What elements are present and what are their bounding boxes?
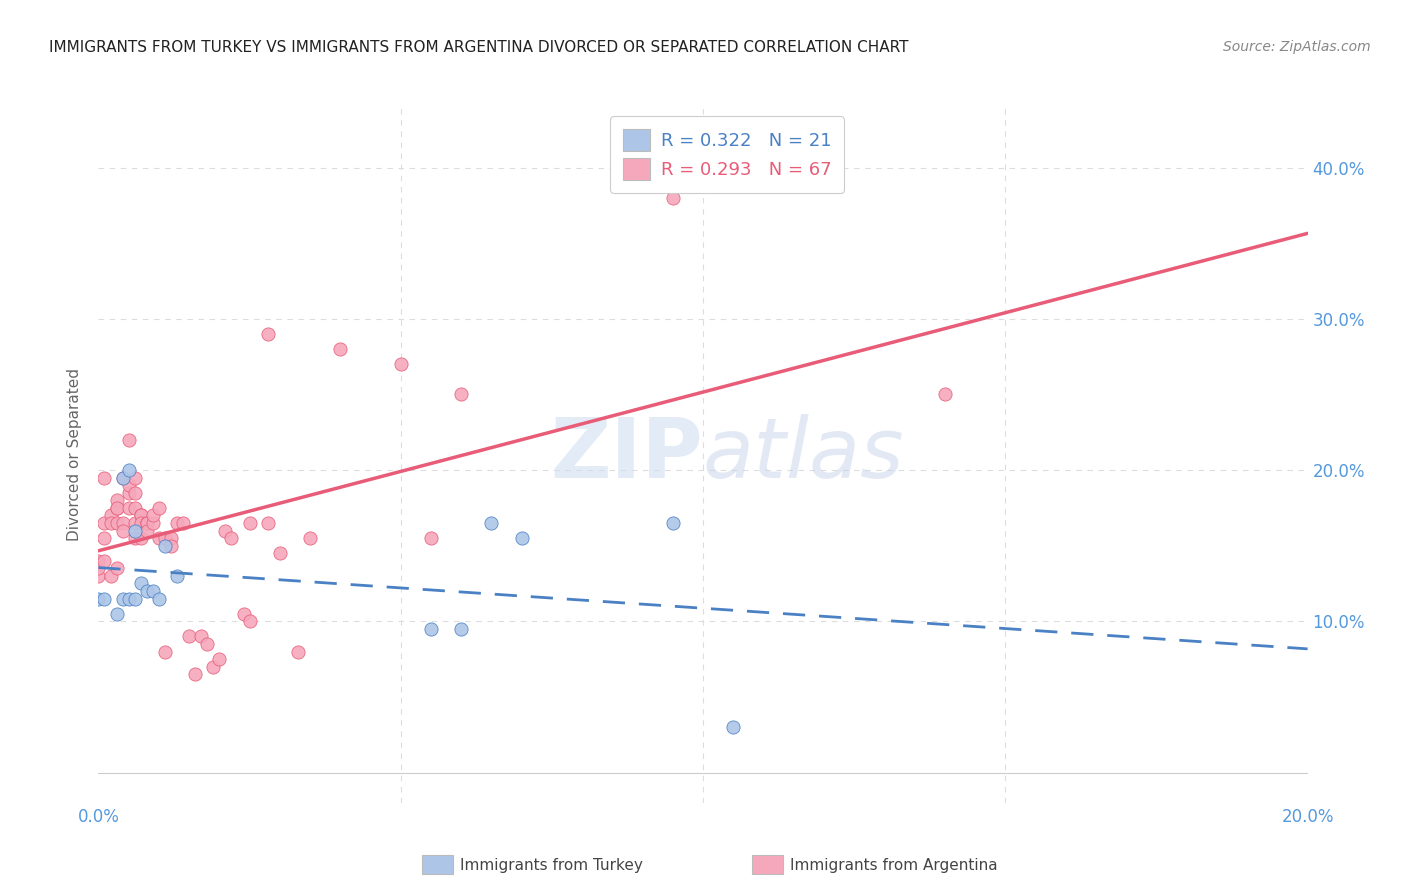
Point — [166, 569, 188, 583]
Text: Source: ZipAtlas.com: Source: ZipAtlas.com — [1223, 40, 1371, 54]
Point — [148, 591, 170, 606]
Point — [118, 433, 141, 447]
Point — [269, 546, 291, 560]
Point — [118, 485, 141, 500]
Point — [87, 591, 110, 606]
Point — [105, 561, 128, 575]
Point — [87, 561, 110, 575]
Point — [111, 524, 134, 538]
Text: IMMIGRANTS FROM TURKEY VS IMMIGRANTS FROM ARGENTINA DIVORCED OR SEPARATED CORREL: IMMIGRANTS FROM TURKEY VS IMMIGRANTS FRO… — [49, 40, 908, 55]
Point — [129, 531, 152, 545]
Point — [124, 531, 146, 545]
Point — [153, 531, 176, 545]
Point — [93, 531, 115, 545]
Text: atlas: atlas — [703, 415, 904, 495]
Point — [135, 516, 157, 530]
Point — [142, 508, 165, 523]
Point — [87, 569, 110, 583]
Point — [450, 387, 472, 401]
Point — [329, 342, 352, 356]
Point — [105, 500, 128, 515]
Point — [153, 644, 176, 658]
Point — [105, 607, 128, 621]
Point — [105, 493, 128, 508]
Point — [111, 470, 134, 484]
Point — [160, 531, 183, 545]
Point — [723, 720, 745, 734]
Point — [934, 387, 956, 401]
Text: ZIP: ZIP — [551, 415, 703, 495]
Point — [420, 622, 443, 636]
Point — [135, 524, 157, 538]
Point — [135, 516, 157, 530]
Point — [111, 591, 134, 606]
Point — [287, 644, 309, 658]
Point — [239, 615, 262, 629]
Point — [124, 591, 146, 606]
Point — [124, 516, 146, 530]
Point — [256, 326, 278, 341]
Point — [142, 516, 165, 530]
Point — [142, 584, 165, 599]
Legend: R = 0.322   N = 21, R = 0.293   N = 67: R = 0.322 N = 21, R = 0.293 N = 67 — [610, 116, 844, 193]
Point — [221, 531, 243, 545]
Point — [93, 516, 115, 530]
Point — [202, 659, 225, 673]
Point — [129, 508, 152, 523]
Point — [100, 569, 122, 583]
Point — [481, 516, 503, 530]
Point — [87, 554, 110, 568]
Point — [100, 508, 122, 523]
Point — [118, 463, 141, 477]
Point — [208, 652, 231, 666]
Point — [389, 357, 412, 371]
Point — [118, 500, 141, 515]
Point — [450, 622, 472, 636]
Point — [256, 516, 278, 530]
Point — [232, 607, 254, 621]
Point — [179, 629, 201, 643]
Point — [93, 554, 115, 568]
Point — [166, 516, 188, 530]
Point — [124, 524, 146, 538]
Y-axis label: Divorced or Separated: Divorced or Separated — [67, 368, 83, 541]
Point — [510, 531, 533, 545]
Point — [93, 470, 115, 484]
Text: Immigrants from Argentina: Immigrants from Argentina — [790, 858, 998, 872]
Point — [105, 500, 128, 515]
Point — [184, 667, 207, 681]
Point — [190, 629, 212, 643]
Point — [148, 531, 170, 545]
Point — [93, 591, 115, 606]
Point — [135, 584, 157, 599]
Point — [172, 516, 194, 530]
Point — [153, 539, 176, 553]
Point — [299, 531, 322, 545]
Text: Immigrants from Turkey: Immigrants from Turkey — [460, 858, 643, 872]
Point — [124, 470, 146, 484]
Point — [124, 500, 146, 515]
Point — [148, 500, 170, 515]
Point — [111, 516, 134, 530]
Point — [214, 524, 236, 538]
Point — [111, 470, 134, 484]
Point — [239, 516, 262, 530]
Point — [118, 478, 141, 492]
Point — [124, 485, 146, 500]
Point — [420, 531, 443, 545]
Point — [160, 539, 183, 553]
Point — [129, 508, 152, 523]
Point — [195, 637, 218, 651]
Point — [118, 591, 141, 606]
Point — [129, 516, 152, 530]
Point — [661, 191, 683, 205]
Point — [105, 516, 128, 530]
Point — [661, 516, 683, 530]
Point — [135, 516, 157, 530]
Point — [129, 576, 152, 591]
Point — [100, 516, 122, 530]
